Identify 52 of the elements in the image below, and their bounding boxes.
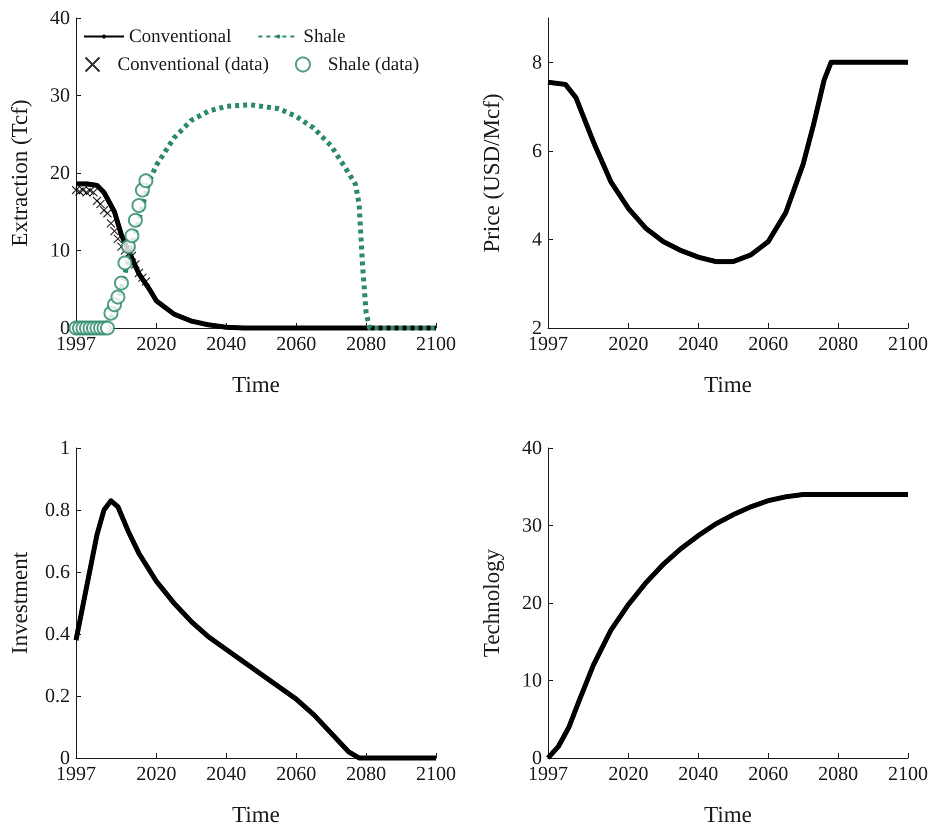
legend-label: Conventional: [129, 26, 232, 47]
y-tick-label: 10: [50, 240, 70, 262]
y-tick-label: 4: [532, 228, 542, 250]
x-tick-label: 2040: [206, 333, 246, 355]
x-tick-label: 2060: [748, 333, 788, 355]
y-tick-label: 20: [50, 162, 70, 184]
legend-label: Shale: [303, 26, 346, 47]
y-tick-label: 30: [522, 514, 542, 536]
x-tick-label: 2040: [206, 763, 246, 785]
x-tick-label: 2040: [678, 763, 718, 785]
x-axis-title: Time: [704, 372, 752, 397]
x-tick-label: 2100: [888, 333, 928, 355]
y-axis-title: Technology: [479, 548, 504, 658]
y-tick-label: 40: [50, 7, 70, 29]
y-tick-label: 6: [532, 140, 542, 162]
x-tick-label: 2060: [748, 763, 788, 785]
y-axis-title: Extraction (Tcf): [7, 99, 32, 247]
x-tick-label: 2020: [608, 763, 648, 785]
y-tick-label: 10: [522, 670, 542, 692]
y-tick-label: 40: [522, 437, 542, 459]
y-tick-label: 1: [60, 437, 70, 459]
x-tick-label: 2020: [136, 333, 176, 355]
y-axis-title: Investment: [7, 551, 32, 654]
legend-label: Conventional (data): [118, 54, 269, 75]
x-tick-label: 2060: [276, 763, 316, 785]
x-axis-title: Time: [232, 372, 280, 397]
x-tick-label: 2040: [678, 333, 718, 355]
x-tick-label: 2060: [276, 333, 316, 355]
x-tick-label: 2100: [416, 333, 456, 355]
y-tick-label: 0.6: [45, 561, 70, 583]
x-axis-title: Time: [232, 802, 280, 827]
x-tick-label: 1997: [528, 763, 568, 785]
y-tick-label: 0.4: [45, 623, 70, 645]
y-tick-label: 0.2: [45, 685, 70, 707]
x-tick-label: 1997: [56, 333, 96, 355]
x-tick-label: 2100: [888, 763, 928, 785]
y-axis-title: Price (USD/Mcf): [479, 93, 504, 253]
y-tick-label: 8: [532, 51, 542, 74]
x-tick-label: 1997: [56, 763, 96, 785]
x-tick-label: 2020: [136, 763, 176, 785]
y-tick-label: 0.8: [45, 499, 70, 521]
x-tick-label: 2080: [818, 763, 858, 785]
y-tick-label: 20: [522, 592, 542, 614]
x-tick-label: 2080: [818, 333, 858, 355]
x-tick-label: 2080: [346, 333, 386, 355]
y-tick-label: 30: [50, 84, 70, 106]
x-axis-title: Time: [704, 802, 752, 827]
x-tick-label: 2100: [416, 763, 456, 785]
legend-label: Shale (data): [328, 54, 420, 75]
x-tick-label: 2080: [346, 763, 386, 785]
x-tick-label: 1997: [528, 333, 568, 355]
x-tick-label: 2020: [608, 333, 648, 355]
